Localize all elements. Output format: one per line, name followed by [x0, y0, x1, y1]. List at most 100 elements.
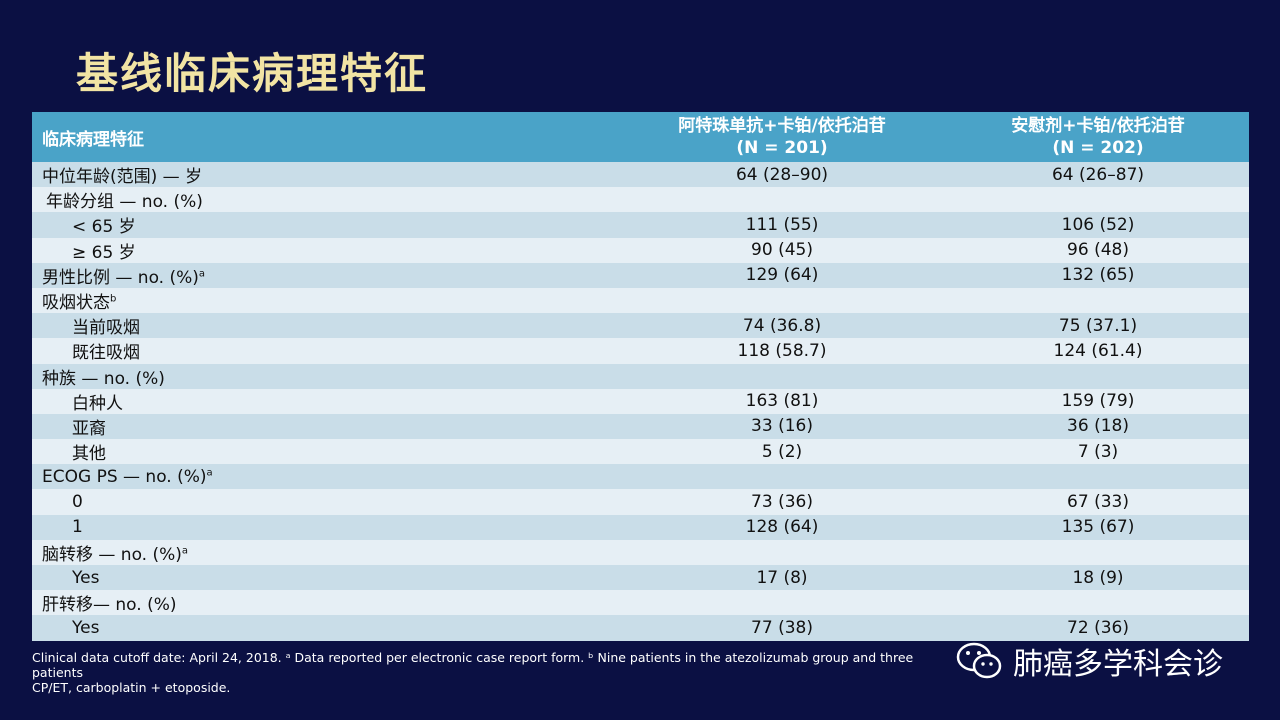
row-label-text: < 65 岁 [72, 217, 136, 238]
row-label-text: Yes [72, 567, 100, 588]
row-label: 当前吸烟 [32, 313, 617, 338]
row-label-text: 白种人 [72, 393, 123, 414]
table-row: 其他 5 (2) 7 (3) [32, 439, 1249, 465]
row-label-sup: a [206, 467, 213, 479]
row-value-atezolizumab: 118 (58.7) [737, 340, 827, 361]
row-label-text: 其他 [72, 444, 106, 465]
row-value-atezolizumab: 73 (36) [751, 492, 813, 513]
header-col-atezolizumab-name: 阿特珠单抗+卡铂/依托泊苷 [678, 116, 886, 136]
table-row: 肝转移— no. (%) [32, 590, 1249, 616]
row-value-placebo: 64 (26–87) [1051, 164, 1145, 185]
table-row: 种族 — no. (%) [32, 363, 1249, 389]
row-label-sup: a [181, 545, 189, 557]
header-col-placebo-n: (N = 202) [1052, 138, 1144, 158]
row-value-atezolizumab: 90 (45) [751, 240, 813, 261]
row-label: 其他 [32, 439, 617, 464]
watermark: 肺癌多学科会诊 [955, 640, 1223, 682]
row-label-text: 脑转移 — no. (%) [42, 544, 182, 565]
row-label: 白种人 [32, 389, 617, 414]
table-row: 0 73 (36) 67 (33) [32, 489, 1249, 515]
row-label: 男性比例 — no. (%)a [32, 263, 617, 288]
row-label: < 65 岁 [32, 212, 617, 237]
row-label-text: 肝转移— no. (%) [42, 595, 177, 616]
row-label-text: ECOG PS — no. (%) [42, 466, 207, 487]
row-value-atezolizumab: 17 (8) [756, 567, 808, 588]
footnote: Clinical data cutoff date: April 24, 201… [32, 650, 962, 695]
row-label-text: 年龄分组 — no. (%) [46, 192, 203, 213]
row-label: 种族 — no. (%) [32, 364, 617, 389]
row-label-text: 亚裔 [72, 418, 106, 439]
row-value-atezolizumab: 64 (28–90) [735, 164, 829, 185]
wechat-icon [955, 641, 1005, 681]
row-label-text: 男性比例 — no. (%) [42, 267, 199, 288]
watermark-text: 肺癌多学科会诊 [1013, 647, 1223, 682]
table-row: 1 128 (64) 135 (67) [32, 514, 1249, 540]
table-row: 当前吸烟 74 (36.8) 75 (37.1) [32, 313, 1249, 339]
row-value-atezolizumab: 77 (38) [751, 617, 813, 638]
header-col-placebo: 安慰剂+卡铂/依托泊苷 (N = 202) [947, 115, 1249, 159]
row-value-atezolizumab: 33 (16) [751, 416, 813, 437]
row-value-placebo: 135 (67) [1061, 517, 1135, 538]
table-row: 男性比例 — no. (%)a 129 (64) 132 (65) [32, 262, 1249, 288]
row-label-text: 1 [72, 517, 83, 538]
row-label: Yes [32, 618, 617, 638]
table-row: 年龄分组 — no. (%) [32, 187, 1249, 213]
table-header: 临床病理特征 阿特珠单抗+卡铂/依托泊苷 (N = 201) 安慰剂+卡铂/依托… [32, 112, 1249, 162]
row-value-placebo: 132 (65) [1061, 265, 1135, 286]
table-row: Yes 77 (38) 72 (36) [32, 615, 1249, 641]
row-label: 既往吸烟 [32, 338, 617, 363]
table-row: 中位年龄(范围) — 岁 64 (28–90) 64 (26–87) [32, 162, 1249, 188]
row-label: Yes [32, 568, 617, 588]
table-row: ≥ 65 岁 90 (45) 96 (48) [32, 237, 1249, 263]
row-value-placebo: 124 (61.4) [1053, 340, 1143, 361]
row-label: 亚裔 [32, 414, 617, 439]
row-label-sup: b [110, 293, 117, 305]
row-label-text: 既往吸烟 [72, 343, 140, 364]
row-label: 脑转移 — no. (%)a [32, 540, 617, 565]
row-label: 吸烟状态b [32, 288, 617, 313]
table-row: Yes 17 (8) 18 (9) [32, 565, 1249, 591]
header-col-characteristic: 临床病理特征 [42, 129, 144, 150]
row-label: 肝转移— no. (%) [32, 590, 617, 615]
row-value-atezolizumab: 163 (81) [745, 391, 819, 412]
row-value-atezolizumab: 128 (64) [745, 517, 819, 538]
row-label: ≥ 65 岁 [32, 238, 617, 263]
row-value-placebo: 67 (33) [1067, 492, 1129, 513]
row-label-text: 0 [72, 492, 83, 513]
row-value-atezolizumab: 74 (36.8) [742, 315, 822, 336]
footnote-line-1: Clinical data cutoff date: April 24, 201… [32, 650, 914, 680]
row-value-placebo: 36 (18) [1067, 416, 1129, 437]
row-label-text: ≥ 65 岁 [72, 242, 136, 263]
table-row: 吸烟状态b [32, 287, 1249, 314]
row-label-text: 中位年龄(范围) — 岁 [42, 167, 203, 188]
row-label: 中位年龄(范围) — 岁 [32, 162, 617, 187]
slide-title: 基线临床病理特征 [76, 49, 429, 98]
header-col-atezolizumab: 阿特珠单抗+卡铂/依托泊苷 (N = 201) [617, 115, 947, 159]
row-label-text: 当前吸烟 [72, 318, 140, 339]
row-value-atezolizumab: 5 (2) [761, 441, 803, 462]
row-label-text: 吸烟状态 [42, 293, 110, 314]
row-label: 年龄分组 — no. (%) [32, 187, 617, 212]
row-value-atezolizumab: 111 (55) [745, 214, 819, 235]
row-label: 0 [32, 492, 617, 512]
characteristics-table: 临床病理特征 阿特珠单抗+卡铂/依托泊苷 (N = 201) 安慰剂+卡铂/依托… [32, 112, 1249, 641]
row-value-placebo: 7 (3) [1077, 441, 1119, 462]
row-value-placebo: 72 (36) [1067, 617, 1129, 638]
table-row: ECOG PS — no. (%)a [32, 464, 1249, 490]
row-label-sup: a [198, 268, 206, 280]
row-label: 1 [32, 517, 617, 537]
row-value-placebo: 96 (48) [1067, 240, 1129, 261]
table-row: 既往吸烟 118 (58.7) 124 (61.4) [32, 338, 1249, 364]
header-col-placebo-name: 安慰剂+卡铂/依托泊苷 [1011, 116, 1185, 136]
row-label-text: 种族 — no. (%) [42, 368, 165, 389]
table-row: < 65 岁 111 (55) 106 (52) [32, 212, 1249, 238]
table-row: 亚裔 33 (16) 36 (18) [32, 413, 1249, 440]
row-label-text: Yes [72, 617, 100, 638]
header-col-atezolizumab-n: (N = 201) [736, 138, 828, 158]
row-value-atezolizumab: 129 (64) [745, 265, 819, 286]
row-value-placebo: 106 (52) [1061, 214, 1135, 235]
row-value-placebo: 75 (37.1) [1058, 315, 1138, 336]
footnote-line-2: CP/ET, carboplatin + etoposide. [32, 680, 231, 695]
table-row: 脑转移 — no. (%)a [32, 539, 1249, 565]
row-value-placebo: 18 (9) [1072, 567, 1124, 588]
